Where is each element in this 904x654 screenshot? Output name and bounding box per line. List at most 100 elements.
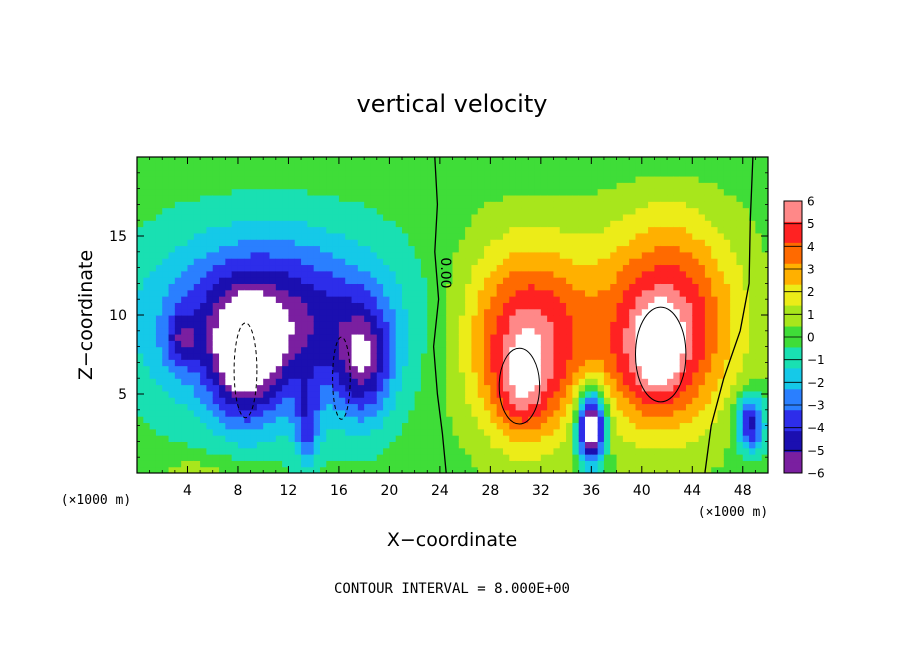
field-cell <box>597 188 605 196</box>
field-cell <box>414 277 422 284</box>
field-cell <box>345 296 353 303</box>
field-cell <box>679 245 687 253</box>
field-cell <box>635 466 643 473</box>
field-cell <box>585 213 592 221</box>
field-cell <box>174 226 182 234</box>
field-cell <box>181 454 189 461</box>
field-cell <box>162 371 170 379</box>
field-cell <box>648 169 656 177</box>
field-cell <box>137 321 144 329</box>
field-cell <box>345 213 353 221</box>
field-cell <box>629 169 637 177</box>
field-cell <box>402 397 409 405</box>
field-cell <box>603 207 611 215</box>
field-cell <box>364 371 372 379</box>
field-cell <box>723 270 731 278</box>
field-cell <box>433 226 441 234</box>
field-cell <box>515 289 523 297</box>
field-cell <box>603 340 611 348</box>
field-cell <box>187 220 195 228</box>
field-cell <box>622 315 630 322</box>
field-cell <box>559 220 567 228</box>
field-cell <box>698 346 706 354</box>
field-cell <box>364 239 372 247</box>
field-cell <box>635 188 643 196</box>
field-cell <box>648 365 656 373</box>
field-cell <box>301 270 308 278</box>
field-cell <box>692 378 700 386</box>
field-cell <box>648 157 656 164</box>
field-cell <box>452 220 460 228</box>
field-cell <box>408 188 416 196</box>
field-cell <box>357 226 365 234</box>
field-cell <box>326 397 334 405</box>
field-cell <box>717 207 725 215</box>
field-cell <box>471 416 479 424</box>
field-cell <box>143 441 151 449</box>
field-cell <box>534 239 542 247</box>
field-cell <box>667 460 674 468</box>
field-cell <box>137 466 144 473</box>
field-cell <box>206 428 214 436</box>
field-cell <box>736 188 744 196</box>
field-cell <box>357 296 365 303</box>
field-cell <box>307 239 315 247</box>
field-cell <box>502 454 510 461</box>
field-cell <box>723 359 731 367</box>
field-cell <box>540 384 548 392</box>
field-cell <box>420 270 428 278</box>
field-cell <box>698 289 706 297</box>
field-cell <box>515 220 523 228</box>
field-cell <box>679 397 687 405</box>
field-cell <box>566 308 573 316</box>
field-cell <box>490 163 498 171</box>
field-cell <box>566 157 573 164</box>
field-cell <box>610 390 618 398</box>
field-cell <box>685 428 693 436</box>
field-cell <box>143 384 151 392</box>
field-cell <box>383 403 390 411</box>
field-cell <box>162 163 170 171</box>
field-cell <box>667 390 674 398</box>
field-cell <box>338 194 346 202</box>
field-cell <box>477 428 485 436</box>
field-cell <box>698 245 706 253</box>
field-cell <box>723 441 731 449</box>
field-cell <box>711 226 719 234</box>
field-cell <box>471 333 479 341</box>
field-cell <box>225 321 233 329</box>
field-cell <box>572 359 580 367</box>
field-cell <box>187 346 195 354</box>
field-cell <box>654 333 662 341</box>
field-cell <box>616 169 624 177</box>
field-cell <box>673 239 681 247</box>
field-cell <box>256 194 264 202</box>
field-cell <box>420 327 428 335</box>
field-cell <box>237 365 245 373</box>
field-cell <box>439 245 447 253</box>
field-cell <box>345 409 353 417</box>
field-cell <box>414 232 422 240</box>
field-cell <box>364 226 372 234</box>
field-cell <box>282 466 290 473</box>
field-cell <box>231 201 239 209</box>
field-cell <box>521 435 529 442</box>
field-cell <box>219 232 226 240</box>
field-cell <box>143 175 151 183</box>
field-cell <box>376 175 384 183</box>
field-cell <box>433 422 441 430</box>
field-cell <box>490 359 498 367</box>
field-cell <box>275 454 283 461</box>
field-cell <box>439 270 447 278</box>
field-cell <box>174 207 182 215</box>
field-cell <box>263 188 271 196</box>
field-cell <box>509 384 517 392</box>
field-cell <box>534 416 542 424</box>
field-cell <box>685 169 693 177</box>
field-cell <box>496 264 504 272</box>
field-cell <box>484 403 491 411</box>
field-cell <box>597 428 605 436</box>
field-cell <box>723 403 731 411</box>
field-cell <box>446 264 454 272</box>
field-cell <box>219 384 226 392</box>
